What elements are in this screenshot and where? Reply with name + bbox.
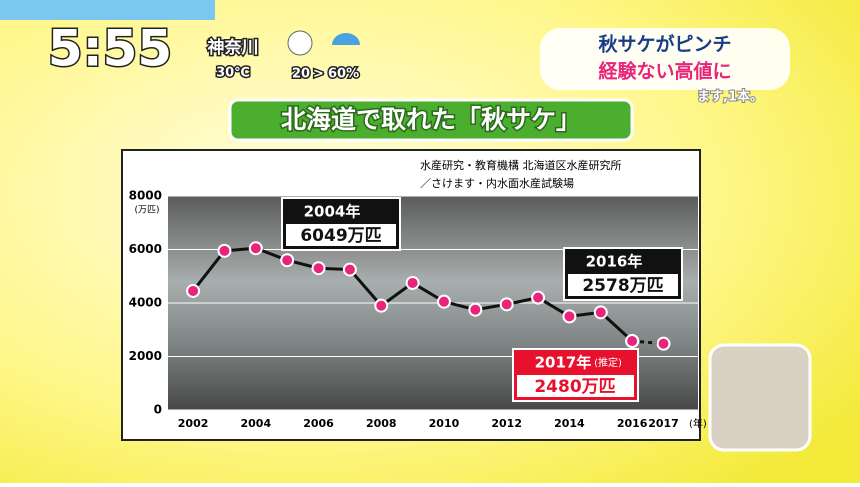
y-tick-label: 4000 <box>129 296 162 310</box>
data-point <box>656 336 671 351</box>
callout-value-box <box>286 224 396 246</box>
y-tick-label: 6000 <box>129 242 162 256</box>
data-point <box>436 294 451 309</box>
callout-note: (推定) <box>594 356 622 369</box>
region: 神奈川 <box>208 37 259 58</box>
x-tick-label: 2004 <box>240 417 271 430</box>
callout-value: 2480万匹 <box>534 377 615 397</box>
headline-cloud <box>540 28 790 90</box>
callout: 2017年 (推定) 2480万匹 <box>512 348 639 402</box>
temperature: 30℃ <box>216 66 250 81</box>
x-unit: (年) <box>689 417 707 430</box>
rain-from: 20 <box>292 67 310 82</box>
x-tick-label: 2014 <box>554 417 585 430</box>
banner: 北海道で取れた「秋サケ」 <box>281 105 581 134</box>
x-tick-label: 2017 <box>648 417 679 430</box>
data-point <box>217 243 232 258</box>
callout: 2004年 6049万匹 <box>281 197 401 251</box>
umbrella-icon <box>332 33 360 45</box>
source-2: ／さけます・内水面水産試験場 <box>420 176 574 190</box>
data-point <box>468 302 483 317</box>
caption: ます,1本。 <box>697 89 763 105</box>
data-point <box>311 261 326 276</box>
y-tick-label: 0 <box>154 403 162 417</box>
data-point <box>499 297 514 312</box>
x-tick-label: 2010 <box>429 417 460 430</box>
callout-value-box <box>517 375 634 397</box>
data-point <box>186 283 201 298</box>
callout: 2016年 2578万匹 <box>563 247 683 301</box>
x-tick-label: 2002 <box>178 417 209 430</box>
x-tick-label: 2006 <box>303 417 334 430</box>
data-point <box>374 298 389 313</box>
y-tick-label: 2000 <box>129 349 162 363</box>
y-tick-label: 8000 <box>129 189 162 203</box>
data-point <box>405 275 420 290</box>
x-tick-label: 2016 <box>617 417 648 430</box>
data-point <box>562 309 577 324</box>
rain-to: 60% <box>328 67 359 82</box>
callout-year: 2004年 <box>304 203 361 221</box>
clock: 5:55 <box>48 20 172 78</box>
callout-value-box <box>568 274 678 296</box>
source-1: 水産研究・教育機構 北海道区水産研究所 <box>420 158 622 172</box>
callout-value: 2578万匹 <box>582 276 663 296</box>
cloud-icon <box>287 30 313 56</box>
rain-sep: > <box>313 67 324 82</box>
x-tick-label: 2008 <box>366 417 397 430</box>
headline-2: 経験ない高値に <box>598 60 731 83</box>
callout-value: 6049万匹 <box>300 226 381 246</box>
data-point <box>625 334 640 349</box>
x-tick-label: 2012 <box>491 417 522 430</box>
data-point <box>280 253 295 268</box>
headline-1: 秋サケがピンチ <box>598 33 731 56</box>
data-point <box>593 305 608 320</box>
data-point <box>531 290 546 305</box>
chart-layer: 0 2000 4000 6000 8000 2002 2004 2006 2008 2010 201… <box>129 189 698 430</box>
presenter-wipe <box>708 343 812 452</box>
data-point <box>248 241 263 256</box>
callout-year: 2016年 <box>586 253 643 271</box>
data-point <box>342 262 357 277</box>
y-unit: (万匹) <box>134 205 159 216</box>
rainbow <box>0 0 215 20</box>
callout-year: 2017年 <box>535 354 592 372</box>
banner-box <box>228 98 634 142</box>
